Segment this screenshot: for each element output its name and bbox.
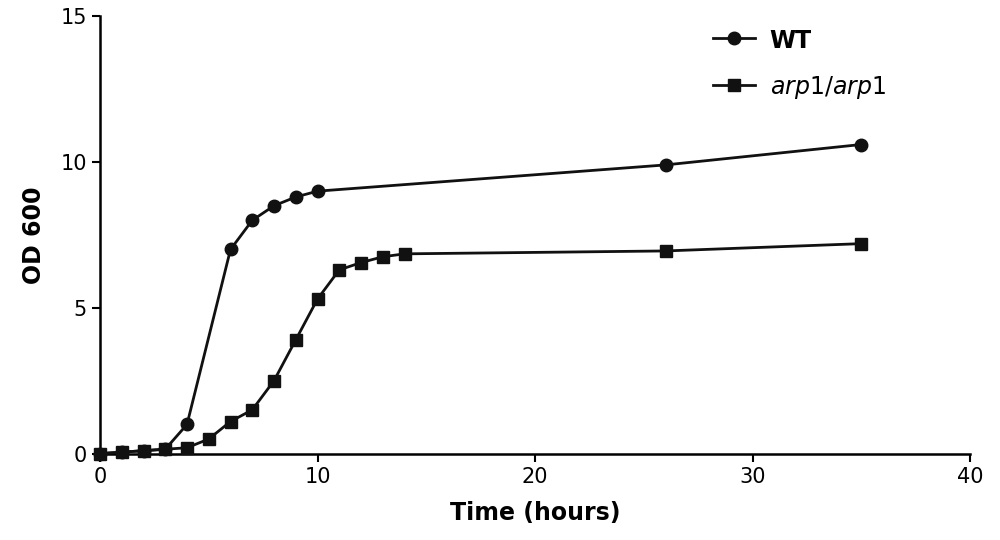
Line: WT: WT (94, 138, 868, 460)
$\it{arp1/arp1}$ (660, 248, 672, 254)
$\it{arp1/arp1}$ (855, 240, 867, 247)
WT (268, 202, 280, 209)
WT (290, 194, 302, 200)
$\it{arp1/arp1}$ (181, 444, 193, 451)
$\it{arp1/arp1}$ (224, 418, 237, 425)
WT (181, 421, 193, 428)
$\it{arp1/arp1}$ (355, 259, 367, 266)
WT (138, 448, 150, 454)
WT (94, 450, 106, 457)
$\it{arp1/arp1}$ (203, 436, 215, 442)
$\it{arp1/arp1}$ (268, 377, 280, 384)
$\it{arp1/arp1}$ (138, 448, 150, 454)
Legend: WT, $\it{arp1/arp1}$: WT, $\it{arp1/arp1}$ (703, 19, 895, 110)
WT (312, 188, 324, 194)
$\it{arp1/arp1}$ (159, 446, 171, 453)
$\it{arp1/arp1}$ (398, 251, 411, 257)
WT (224, 246, 237, 253)
WT (246, 217, 258, 224)
WT (116, 449, 128, 455)
WT (159, 446, 171, 453)
Line: $\it{arp1/arp1}$: $\it{arp1/arp1}$ (94, 238, 867, 459)
WT (855, 141, 867, 148)
X-axis label: Time (hours): Time (hours) (450, 501, 620, 525)
$\it{arp1/arp1}$ (290, 336, 302, 343)
WT (660, 161, 672, 168)
Y-axis label: OD 600: OD 600 (22, 186, 46, 284)
$\it{arp1/arp1}$ (94, 450, 106, 457)
$\it{arp1/arp1}$ (377, 254, 389, 260)
$\it{arp1/arp1}$ (312, 296, 324, 302)
$\it{arp1/arp1}$ (116, 449, 128, 455)
$\it{arp1/arp1}$ (333, 267, 345, 273)
$\it{arp1/arp1}$ (246, 407, 258, 413)
